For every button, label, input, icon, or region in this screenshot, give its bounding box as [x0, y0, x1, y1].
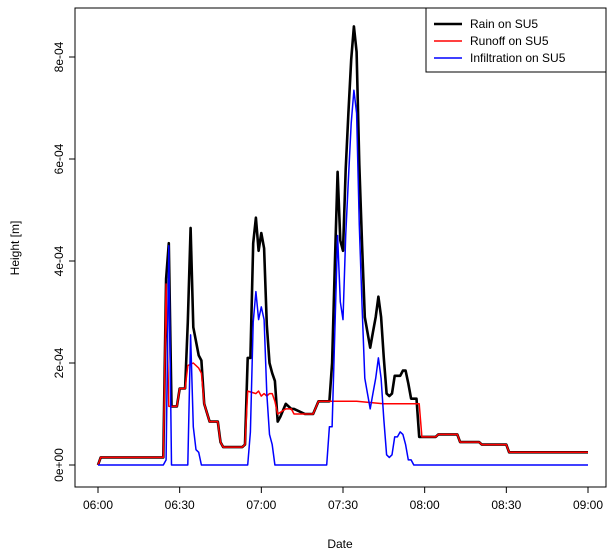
legend: Rain on SU5 Runoff on SU5 Infiltration on …: [425, 7, 607, 73]
legend-label: Rain on SU5: [470, 17, 538, 31]
y-tick-label: 6e-04: [52, 143, 66, 174]
y-tick-label: 4e-04: [52, 245, 66, 276]
x-axis: 06:00 06:30 07:00 07:30 08:00 08:30 09:00: [83, 487, 603, 512]
y-axis-title: Height [m]: [8, 221, 22, 276]
legend-box: [425, 7, 607, 73]
x-tick-label: 07:30: [328, 498, 358, 512]
x-axis-title: Date: [327, 537, 353, 551]
series-line-runoff: [97, 283, 588, 466]
legend-label: Infiltration on SU5: [470, 51, 566, 65]
plot-frame: [74, 7, 607, 488]
y-axis: 0e+00 2e-04 4e-04 6e-04 8e-04: [52, 41, 75, 482]
series-layer: [96, 25, 588, 466]
y-tick-label: 8e-04: [52, 41, 66, 72]
x-tick-label: 08:00: [410, 498, 440, 512]
x-tick-label: 09:00: [573, 498, 603, 512]
x-tick-label: 07:00: [246, 498, 276, 512]
y-tick-label: 0e+00: [52, 448, 66, 482]
y-tick-label: 2e-04: [52, 347, 66, 378]
x-tick-label: 06:00: [83, 498, 113, 512]
x-tick-label: 08:30: [491, 498, 521, 512]
x-tick-label: 06:30: [165, 498, 195, 512]
series-line-infiltration: [98, 89, 588, 466]
legend-label: Runoff on SU5: [470, 34, 549, 48]
